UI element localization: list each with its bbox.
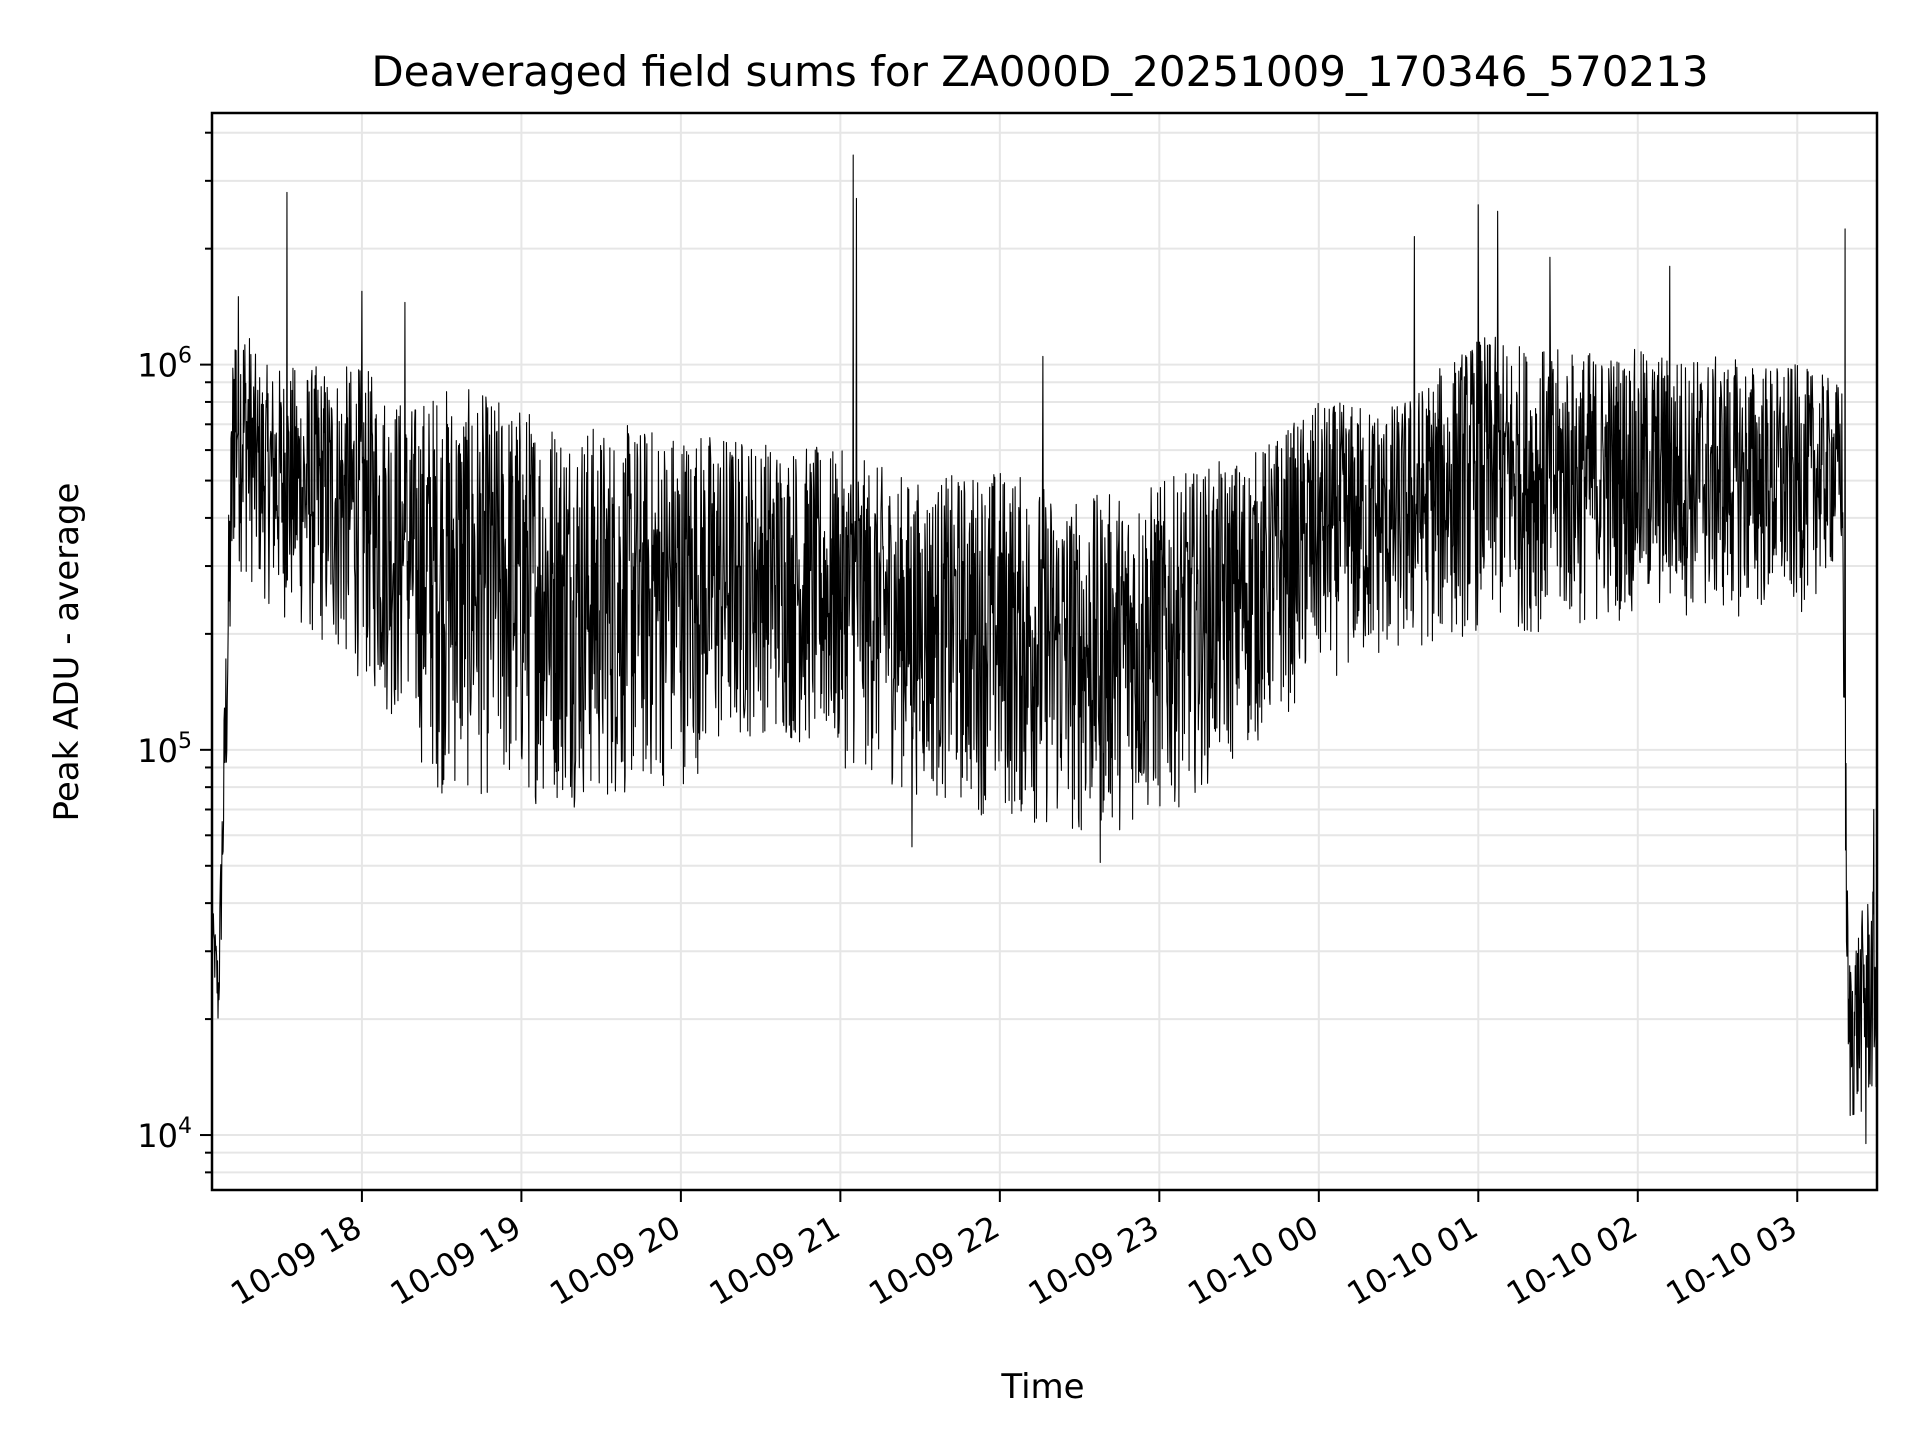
data-series-line — [211, 154, 1878, 1145]
x-tick-label: 10-09 19 — [384, 1208, 528, 1313]
x-tick-label: 10-09 21 — [703, 1208, 847, 1313]
y-tick-base: 10 — [137, 732, 178, 770]
x-axis-label: Time — [1000, 1367, 1084, 1407]
chart-title: Deaveraged field sums for ZA000D_2025100… — [371, 47, 1708, 96]
y-tick-label: 105 — [137, 729, 192, 770]
y-tick-exponent: 6 — [178, 344, 192, 369]
y-tick-label: 106 — [137, 344, 192, 385]
y-tick-exponent: 4 — [178, 1114, 192, 1139]
x-tick-label: 10-09 18 — [224, 1208, 368, 1313]
y-tick-base: 10 — [137, 347, 178, 385]
x-tick-label: 10-09 22 — [862, 1208, 1006, 1313]
x-tick-label: 10-09 23 — [1022, 1208, 1166, 1313]
x-tick-label: 10-10 01 — [1341, 1208, 1485, 1313]
y-tick-exponent: 5 — [178, 729, 192, 754]
x-tick-label: 10-10 03 — [1660, 1208, 1804, 1313]
plot-frame — [210, 111, 1879, 1192]
series-layer — [211, 154, 1878, 1145]
y-tick-label: 104 — [137, 1114, 192, 1155]
y-tick-base: 10 — [137, 1117, 178, 1155]
x-tick-label: 10-10 02 — [1500, 1208, 1644, 1313]
x-tick-label: 10-10 00 — [1181, 1208, 1325, 1313]
x-tick-label: 10-09 20 — [543, 1208, 687, 1313]
y-axis-label: Peak ADU - average — [47, 483, 87, 822]
